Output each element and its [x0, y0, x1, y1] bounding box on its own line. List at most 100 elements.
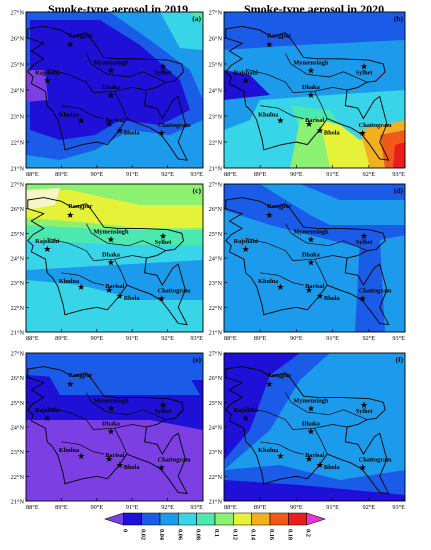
city-label: Rangpur [68, 372, 92, 379]
city-star-icon: ★ [43, 413, 51, 423]
city-star-icon: ★ [307, 235, 315, 245]
city-label: Khulna [59, 447, 80, 454]
city-label: Sylhet [356, 408, 374, 415]
panel-c-field [26, 184, 203, 332]
lon-label: 91°E [326, 171, 339, 178]
city-star-icon: ★ [242, 75, 250, 85]
lon-label: 88°E [224, 171, 237, 178]
city-label: Dhaka [102, 252, 121, 259]
division-border [61, 105, 104, 119]
lat-label: 25°N [11, 231, 25, 238]
city-star-icon: ★ [359, 463, 367, 473]
division-border [47, 406, 94, 430]
city-label: Sylhet [356, 70, 374, 77]
city-star-icon: ★ [360, 62, 368, 72]
colorbar-swatch [141, 512, 161, 526]
division-border [245, 406, 294, 430]
city-star-icon: ★ [77, 282, 85, 292]
city-star-icon: ★ [107, 66, 115, 76]
city-star-icon: ★ [265, 210, 273, 220]
city-star-icon: ★ [105, 454, 113, 464]
lat-label: 21°N [209, 499, 223, 506]
lon-label: 91°E [326, 504, 339, 511]
city-label: Rajshahi [35, 407, 59, 414]
division-border [307, 71, 368, 83]
lat-label: 27°N [11, 182, 25, 189]
lat-label: 23°N [209, 114, 223, 121]
city-star-icon: ★ [276, 282, 284, 292]
lat-label: 26°N [11, 36, 25, 43]
division-border [114, 91, 128, 119]
city-label: Dhaka [102, 84, 121, 91]
city-label: Chattogram [359, 122, 393, 129]
lat-label: 26°N [209, 36, 223, 43]
lon-label: 88°E [224, 504, 237, 511]
city-label: Rajshahi [234, 407, 258, 414]
division-border [285, 223, 308, 244]
city-label: Bhola [324, 295, 341, 302]
lat-label: 24°N [209, 256, 223, 263]
panel-label: (b) [394, 14, 404, 23]
city-label: Barisal [305, 117, 324, 124]
division-border [93, 87, 147, 93]
city-label: Mymensingh [93, 398, 128, 405]
country-outline [225, 197, 390, 326]
city-star-icon: ★ [107, 427, 115, 437]
panel-e-map: ★Rangpur★Rajshahi ★Mymensingh ★Sylhet★Dhak… [27, 366, 191, 495]
lat-label: 27°N [209, 351, 223, 358]
city-label: Sylhet [155, 239, 173, 246]
lat-label: 21°N [11, 499, 25, 506]
city-star-icon: ★ [276, 116, 284, 126]
city-label: Chattogram [158, 288, 192, 295]
lon-label: 90°E [290, 335, 303, 342]
lon-label: 92°E [161, 171, 174, 178]
city-star-icon: ★ [105, 119, 113, 129]
lon-label: 88°E [26, 504, 39, 511]
lon-label: 93°E [190, 335, 203, 342]
colorbar-tick-label: 0.2 [305, 529, 312, 537]
city-label: Chattogram [158, 122, 192, 129]
city-star-icon: ★ [305, 285, 313, 295]
panel-c-map: ★Rangpur★Rajshahi ★Mymensingh ★Sylhet★Dhak… [27, 197, 192, 326]
city-label: Rajshahi [234, 238, 258, 245]
panel-d-field [224, 184, 405, 332]
lon-label: 89°E [55, 335, 68, 342]
city-label: Chattogram [359, 288, 393, 295]
colorbar-swatch [288, 512, 307, 526]
city-star-icon: ★ [307, 427, 315, 437]
city-star-icon: ★ [116, 291, 124, 301]
division-border [85, 223, 108, 244]
colorbar-swatch [214, 512, 234, 526]
colorbar-swatch [178, 512, 197, 526]
city-label: Mymensingh [293, 60, 328, 67]
lat-label: 24°N [11, 425, 25, 432]
city-label: Dhaka [302, 84, 321, 91]
colorbar-tick-label: 0.14 [250, 529, 257, 541]
lat-label: 22°N [209, 305, 223, 312]
colorbar-swatch [251, 512, 271, 526]
city-star-icon: ★ [77, 451, 85, 461]
city-label: Mymensingh [93, 60, 128, 67]
city-star-icon: ★ [265, 379, 273, 389]
city-star-icon: ★ [116, 460, 124, 470]
city-star-icon: ★ [116, 125, 124, 135]
division-border [314, 428, 328, 455]
city-label: Chattogram [359, 457, 393, 464]
lat-label: 21°N [11, 330, 25, 337]
city-label: Mymensingh [93, 229, 128, 236]
city-label: Sylhet [155, 70, 173, 77]
lon-label: 89°E [55, 171, 68, 178]
city-label: Bhola [324, 464, 341, 471]
colorbar-swatch [306, 512, 326, 526]
city-label: Bhola [124, 129, 141, 136]
city-label: Sylhet [155, 408, 173, 415]
colorbar-swatch [196, 512, 216, 526]
lon-label: 88°E [224, 335, 237, 342]
division-border [107, 409, 166, 420]
city-star-icon: ★ [265, 40, 273, 50]
lon-label: 92°E [362, 171, 375, 178]
division-border [245, 237, 294, 261]
city-star-icon: ★ [359, 128, 367, 138]
lon-label: 93°E [190, 504, 203, 511]
panel-a-map: ★Rangpur★Rajshahi ★Mymensingh ★Sylhet★Dhak… [27, 25, 192, 161]
